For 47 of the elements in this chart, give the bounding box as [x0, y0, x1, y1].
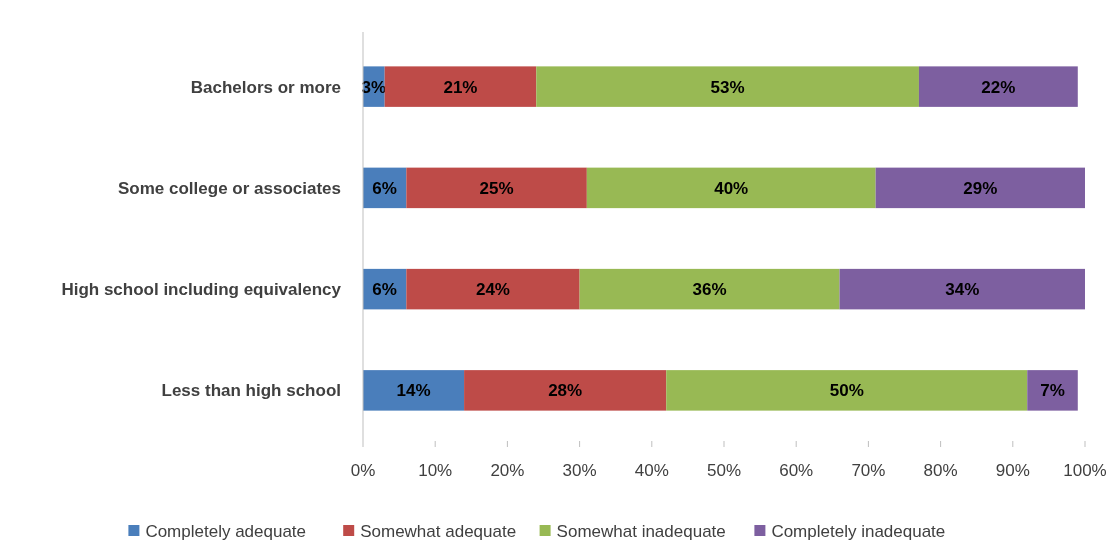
bar: [384, 66, 537, 107]
y-tick-label: Less than high school: [161, 381, 341, 401]
y-tick-label: High school including equivalency: [61, 280, 342, 300]
x-tick-label: 20%: [490, 461, 525, 480]
x-tick-label: 60%: [779, 461, 814, 480]
x-tick-label: 10%: [418, 461, 453, 480]
legend-label: Completely inadequate: [771, 521, 946, 541]
x-tick-label: 80%: [923, 461, 958, 480]
bar: [406, 167, 587, 209]
legend-label: Somewhat adequate: [360, 521, 517, 541]
bar: [839, 268, 1085, 310]
data-label: 29%: [963, 178, 998, 198]
x-tick-label: 100%: [1063, 461, 1107, 480]
x-tick-label: 0%: [350, 461, 376, 480]
x-tick-label: 90%: [995, 461, 1030, 480]
data-label: 40%: [714, 178, 749, 198]
data-label: 22%: [981, 77, 1016, 97]
bar: [1027, 370, 1078, 411]
x-tick-label: 50%: [706, 461, 742, 480]
x-tick-label: 70%: [851, 461, 886, 480]
bar: [579, 268, 840, 310]
bar: [363, 370, 465, 411]
data-label: 6%: [372, 178, 397, 198]
data-label: 24%: [475, 280, 510, 300]
data-label: 53%: [710, 77, 745, 97]
data-label: 34%: [945, 280, 980, 300]
legend-label: Completely adequate: [145, 521, 307, 541]
data-label: 7%: [1040, 381, 1065, 401]
data-label: 28%: [548, 381, 583, 401]
y-tick-label: Bachelors or more: [190, 77, 341, 97]
data-label: 50%: [829, 381, 864, 401]
data-label: 36%: [692, 280, 727, 300]
data-label: 14%: [396, 381, 431, 401]
data-label: 6%: [372, 280, 397, 300]
bar: [586, 167, 876, 209]
bar: [666, 370, 1028, 411]
bar: [918, 66, 1078, 107]
bar: [406, 268, 580, 310]
bar: [875, 167, 1085, 209]
data-label: 25%: [479, 178, 514, 198]
x-tick-label: 40%: [634, 461, 669, 480]
x-tick-label: 30%: [562, 461, 597, 480]
legend-label: Somewhat inadequate: [556, 521, 726, 541]
bar: [536, 66, 919, 107]
data-label: 21%: [443, 77, 478, 97]
bar: [464, 370, 667, 411]
y-tick-label: Some college or associates: [118, 178, 341, 198]
